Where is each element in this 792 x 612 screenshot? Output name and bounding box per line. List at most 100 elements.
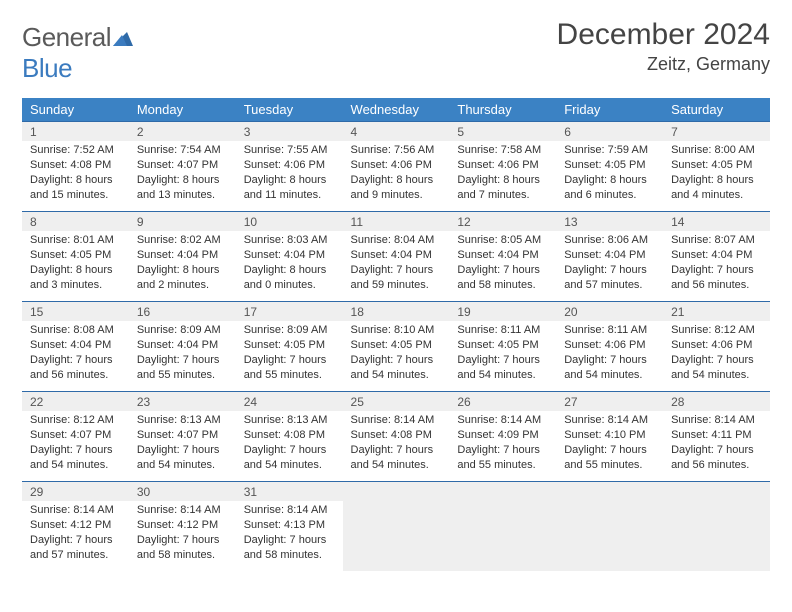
sunset-text: Sunset: 4:08 PM — [30, 158, 121, 173]
calendar-body: 1 23 45 67 Sunrise: 7:52 AMSunset: 4:08 PMDa… — [22, 122, 770, 572]
day-cell: Sunrise: 7:56 AMSunset: 4:06 PMDaylight:… — [343, 141, 450, 212]
day-details: Sunrise: 7:56 AMSunset: 4:06 PMDaylight:… — [351, 143, 442, 203]
day-number: 20 — [564, 305, 577, 319]
day-details: Sunrise: 7:55 AMSunset: 4:06 PMDaylight:… — [244, 143, 335, 203]
day-number: 31 — [244, 485, 257, 499]
day-details: Sunrise: 8:12 AMSunset: 4:06 PMDaylight:… — [671, 323, 762, 383]
sunrise-text: Sunrise: 7:54 AM — [137, 143, 228, 158]
daylight-line2: and 55 minutes. — [244, 368, 335, 383]
day-cell: Sunrise: 8:08 AMSunset: 4:04 PMDaylight:… — [22, 321, 129, 392]
day-cell: Sunrise: 7:54 AMSunset: 4:07 PMDaylight:… — [129, 141, 236, 212]
daylight-line1: Daylight: 7 hours — [244, 443, 335, 458]
day-details: Sunrise: 8:01 AMSunset: 4:05 PMDaylight:… — [30, 233, 121, 293]
sunset-text: Sunset: 4:12 PM — [137, 518, 228, 533]
daylight-line1: Daylight: 8 hours — [564, 173, 655, 188]
day-number: 8 — [30, 215, 37, 229]
day-number: 5 — [457, 125, 464, 139]
day-number-cell: 4 — [343, 122, 450, 142]
day-number: 29 — [30, 485, 43, 499]
daylight-line2: and 7 minutes. — [457, 188, 548, 203]
day-number-cell: 23 — [129, 392, 236, 412]
day-details: Sunrise: 7:58 AMSunset: 4:06 PMDaylight:… — [457, 143, 548, 203]
day-details: Sunrise: 8:10 AMSunset: 4:05 PMDaylight:… — [351, 323, 442, 383]
day-details: Sunrise: 8:11 AMSunset: 4:06 PMDaylight:… — [564, 323, 655, 383]
day-cell: Sunrise: 8:03 AMSunset: 4:04 PMDaylight:… — [236, 231, 343, 302]
daylight-line1: Daylight: 8 hours — [244, 263, 335, 278]
daylight-line2: and 3 minutes. — [30, 278, 121, 293]
day-number-cell — [663, 482, 770, 502]
daylight-line1: Daylight: 7 hours — [671, 263, 762, 278]
sunset-text: Sunset: 4:04 PM — [564, 248, 655, 263]
weekday-header: Tuesday — [236, 98, 343, 122]
day-number-cell: 29 — [22, 482, 129, 502]
day-cell — [343, 501, 450, 571]
day-number: 1 — [30, 125, 37, 139]
day-number: 17 — [244, 305, 257, 319]
day-number-cell: 19 — [449, 302, 556, 322]
daylight-line2: and 57 minutes. — [564, 278, 655, 293]
day-details: Sunrise: 7:52 AMSunset: 4:08 PMDaylight:… — [30, 143, 121, 203]
sunrise-text: Sunrise: 8:11 AM — [564, 323, 655, 338]
day-number-row: 1234567 — [22, 122, 770, 142]
day-number: 26 — [457, 395, 470, 409]
day-cell — [556, 501, 663, 571]
sunset-text: Sunset: 4:05 PM — [244, 338, 335, 353]
daylight-line1: Daylight: 7 hours — [137, 443, 228, 458]
logo-triangle-icon — [113, 22, 133, 52]
day-cell: Sunrise: 8:04 AMSunset: 4:04 PMDaylight:… — [343, 231, 450, 302]
day-number: 14 — [671, 215, 684, 229]
daylight-line2: and 54 minutes. — [351, 458, 442, 473]
sunset-text: Sunset: 4:04 PM — [137, 248, 228, 263]
daylight-line1: Daylight: 7 hours — [351, 263, 442, 278]
day-cell: Sunrise: 8:14 AMSunset: 4:13 PMDaylight:… — [236, 501, 343, 571]
daylight-line2: and 2 minutes. — [137, 278, 228, 293]
day-details: Sunrise: 8:14 AMSunset: 4:09 PMDaylight:… — [457, 413, 548, 473]
daylight-line1: Daylight: 7 hours — [30, 443, 121, 458]
day-details: Sunrise: 8:05 AMSunset: 4:04 PMDaylight:… — [457, 233, 548, 293]
daylight-line2: and 54 minutes. — [351, 368, 442, 383]
day-number: 7 — [671, 125, 678, 139]
calendar-table: Sunday Monday Tuesday Wednesday Thursday… — [22, 98, 770, 571]
sunset-text: Sunset: 4:06 PM — [244, 158, 335, 173]
daylight-line2: and 54 minutes. — [457, 368, 548, 383]
day-number-cell: 14 — [663, 212, 770, 232]
day-number-cell: 25 — [343, 392, 450, 412]
day-number: 15 — [30, 305, 43, 319]
day-number: 24 — [244, 395, 257, 409]
daylight-line1: Daylight: 8 hours — [30, 263, 121, 278]
day-details: Sunrise: 8:14 AMSunset: 4:13 PMDaylight:… — [244, 503, 335, 563]
sunrise-text: Sunrise: 8:09 AM — [137, 323, 228, 338]
day-number-cell: 9 — [129, 212, 236, 232]
weekday-header: Sunday — [22, 98, 129, 122]
day-cell: Sunrise: 8:12 AMSunset: 4:06 PMDaylight:… — [663, 321, 770, 392]
sunrise-text: Sunrise: 7:56 AM — [351, 143, 442, 158]
day-number-cell: 6 — [556, 122, 663, 142]
daylight-line2: and 54 minutes. — [564, 368, 655, 383]
daylight-line2: and 13 minutes. — [137, 188, 228, 203]
day-cell: Sunrise: 8:05 AMSunset: 4:04 PMDaylight:… — [449, 231, 556, 302]
day-details: Sunrise: 8:09 AMSunset: 4:05 PMDaylight:… — [244, 323, 335, 383]
day-number-row: 22232425262728 — [22, 392, 770, 412]
weekday-header: Thursday — [449, 98, 556, 122]
daylight-line1: Daylight: 7 hours — [137, 353, 228, 368]
daylight-line2: and 57 minutes. — [30, 548, 121, 563]
sunrise-text: Sunrise: 8:00 AM — [671, 143, 762, 158]
day-cell: Sunrise: 8:13 AMSunset: 4:07 PMDaylight:… — [129, 411, 236, 482]
sunrise-text: Sunrise: 8:12 AM — [30, 413, 121, 428]
sunrise-text: Sunrise: 8:01 AM — [30, 233, 121, 248]
day-number-row: 15161718192021 — [22, 302, 770, 322]
sunrise-text: Sunrise: 8:14 AM — [671, 413, 762, 428]
day-number: 28 — [671, 395, 684, 409]
day-details: Sunrise: 8:11 AMSunset: 4:05 PMDaylight:… — [457, 323, 548, 383]
day-details: Sunrise: 8:14 AMSunset: 4:08 PMDaylight:… — [351, 413, 442, 473]
daylight-line1: Daylight: 8 hours — [671, 173, 762, 188]
day-cell — [449, 501, 556, 571]
sunset-text: Sunset: 4:06 PM — [351, 158, 442, 173]
day-number: 18 — [351, 305, 364, 319]
day-details: Sunrise: 8:13 AMSunset: 4:07 PMDaylight:… — [137, 413, 228, 473]
day-cell: Sunrise: 7:59 AMSunset: 4:05 PMDaylight:… — [556, 141, 663, 212]
sunrise-text: Sunrise: 8:05 AM — [457, 233, 548, 248]
day-cell: Sunrise: 8:02 AMSunset: 4:04 PMDaylight:… — [129, 231, 236, 302]
sunset-text: Sunset: 4:07 PM — [137, 158, 228, 173]
day-cell: Sunrise: 8:11 AMSunset: 4:05 PMDaylight:… — [449, 321, 556, 392]
